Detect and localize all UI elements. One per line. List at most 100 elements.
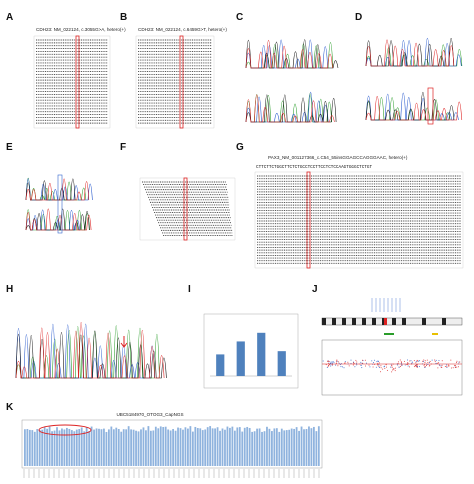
- probe: [356, 361, 358, 363]
- probe: [368, 364, 370, 366]
- probe: [376, 361, 378, 363]
- bar: [277, 351, 286, 376]
- coverage-bar: [233, 430, 236, 466]
- probe: [353, 361, 355, 363]
- probe: [398, 366, 400, 368]
- coverage-bar: [246, 426, 249, 466]
- coverage-bar: [201, 430, 204, 466]
- trace: [245, 40, 333, 69]
- probe: [416, 364, 418, 366]
- probe: [438, 362, 440, 364]
- panel-label: G: [236, 142, 244, 153]
- coverage-bar: [78, 429, 81, 466]
- coverage-bar: [85, 427, 88, 466]
- probe: [434, 361, 436, 363]
- coverage-bar: [75, 429, 78, 466]
- probe: [354, 366, 356, 368]
- probe: [390, 366, 392, 368]
- probe: [427, 361, 429, 363]
- probe: [393, 368, 395, 370]
- probe: [372, 366, 374, 368]
- coverage-bar: [300, 426, 303, 466]
- band: [342, 318, 346, 325]
- coverage-bar: [90, 426, 93, 466]
- caption: PAX3_NM_001127366_c.C54_55insGGAGCCAGGGA…: [268, 155, 408, 160]
- coverage-bar: [256, 428, 258, 466]
- probe: [330, 362, 332, 364]
- coverage-bar: [48, 426, 51, 466]
- probe: [415, 362, 417, 364]
- coverage-bar: [174, 430, 177, 466]
- trace: [245, 39, 328, 69]
- probe: [418, 360, 420, 362]
- probe: [364, 365, 366, 367]
- coverage-bar: [295, 427, 298, 466]
- coverage-bar: [159, 426, 162, 466]
- probe: [360, 364, 362, 366]
- probe: [426, 364, 428, 366]
- probe: [428, 361, 430, 363]
- probe: [355, 359, 357, 361]
- probe: [456, 366, 458, 368]
- probe: [413, 366, 415, 368]
- probe: [380, 365, 382, 367]
- band: [402, 318, 406, 325]
- coverage-bar: [149, 430, 152, 466]
- probe: [445, 364, 447, 366]
- coverage-bar: [285, 430, 288, 466]
- probe: [429, 360, 431, 362]
- coverage-bar: [191, 431, 194, 466]
- arrow: [120, 336, 128, 348]
- variant-column: [179, 35, 184, 129]
- probe: [350, 362, 352, 364]
- caption: CDH23: NM_022124, c.6459G>T, hetero(+): [138, 27, 227, 32]
- probe: [406, 359, 408, 361]
- probe: [416, 359, 418, 361]
- probe: [380, 367, 382, 369]
- probe: [400, 362, 402, 364]
- probe: [375, 366, 377, 368]
- probe: [417, 366, 419, 368]
- coverage-bar: [103, 428, 105, 466]
- probe: [438, 360, 440, 362]
- probe: [382, 368, 384, 370]
- probe: [458, 361, 460, 363]
- coverage-bar: [73, 431, 76, 466]
- coverage-bar: [317, 426, 320, 466]
- coverage-bar: [315, 431, 318, 466]
- coverage-bar: [58, 430, 61, 466]
- variant-column: [183, 177, 188, 241]
- probe: [339, 364, 341, 366]
- coverage-bar: [241, 431, 244, 466]
- probe: [417, 360, 419, 362]
- trace: [25, 177, 87, 201]
- probe: [422, 360, 424, 362]
- coverage-bar: [177, 427, 179, 466]
- probe: [378, 362, 380, 364]
- probe: [444, 366, 446, 368]
- probe: [376, 364, 378, 366]
- band: [322, 318, 326, 325]
- coverage-bar: [80, 427, 83, 466]
- probe: [406, 364, 408, 366]
- coverage-bar: [211, 428, 214, 466]
- trace: [25, 178, 93, 201]
- coverage-bar: [33, 431, 36, 466]
- panel-label: B: [120, 12, 127, 23]
- probe: [373, 362, 375, 364]
- probe: [424, 362, 426, 364]
- probe: [438, 364, 440, 366]
- probe: [369, 366, 371, 368]
- coverage-bar: [120, 431, 123, 466]
- coverage-bar: [184, 427, 187, 466]
- probe: [450, 367, 452, 369]
- probe: [399, 359, 401, 361]
- probe: [400, 365, 402, 367]
- trace: [245, 42, 334, 69]
- probe: [364, 359, 366, 361]
- probe: [331, 362, 333, 364]
- trace: [25, 208, 92, 231]
- coverage-bar: [280, 428, 283, 466]
- probe: [326, 367, 328, 369]
- coverage-bar: [229, 427, 231, 466]
